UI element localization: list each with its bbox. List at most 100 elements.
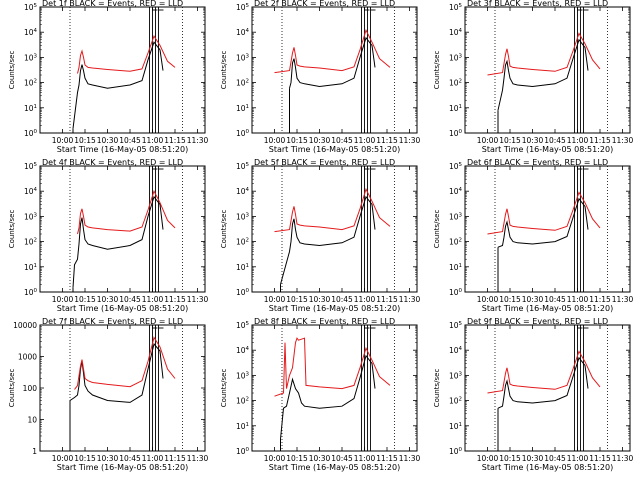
x-tick-label: 10:45 [119, 454, 141, 463]
plot-frame [464, 6, 631, 134]
plot-frame [251, 6, 418, 134]
y-tick-label: 101 [24, 263, 37, 272]
x-tick-label: 10:00 [52, 295, 74, 304]
x-tick-label: 10:45 [119, 136, 141, 145]
y-tick-label: 102 [236, 238, 249, 247]
y-tick-label: 1 [32, 447, 37, 456]
x-tick-label: 11:00 [354, 295, 376, 304]
panel-title: Det 9f BLACK = Events, RED = LLD [467, 317, 608, 326]
x-axis-label: Start Time (16-May-05 08:51:20) [482, 145, 613, 154]
y-tick-label: 101 [236, 104, 249, 113]
y-tick-label: 102 [24, 238, 37, 247]
lld-series-line [487, 32, 601, 76]
y-tick-label: 103 [236, 212, 250, 221]
x-axis-label: Start Time (16-May-05 08:51:20) [57, 145, 188, 154]
x-tick-label: 10:00 [264, 136, 286, 145]
panel-title: Det 1f BLACK = Events, RED = LLD [42, 0, 183, 8]
y-tick-label: 105 [24, 3, 38, 12]
x-tick-label: 10:30 [309, 295, 331, 304]
y-tick-label: 103 [24, 53, 38, 62]
events-series-line [69, 342, 164, 403]
x-tick-label: 11:30 [612, 136, 634, 145]
y-tick-label: 100 [24, 288, 38, 297]
x-tick-label: 11:00 [567, 454, 589, 463]
plot-frame [39, 6, 206, 134]
y-tick-label: 103 [449, 371, 463, 380]
y-tick-label: 105 [449, 162, 463, 171]
y-tick-label: 103 [449, 53, 463, 62]
panel-title: Det 8f BLACK = Events, RED = LLD [254, 317, 395, 326]
x-axis-label: Start Time (16-May-05 08:51:20) [57, 463, 188, 472]
x-tick-label: 10:00 [52, 454, 74, 463]
x-axis-label: Start Time (16-May-05 08:51:20) [269, 463, 400, 472]
y-tick-label: 105 [449, 321, 463, 330]
x-tick-label: 11:15 [376, 136, 398, 145]
y-axis-label: Counts/sec [433, 210, 441, 249]
y-tick-label: 10 [27, 416, 37, 425]
x-tick-label: 10:45 [544, 454, 566, 463]
x-tick-label: 11:30 [399, 295, 421, 304]
lld-series-line [274, 187, 391, 233]
y-tick-label: 104 [449, 28, 463, 37]
y-tick-label: 101 [236, 422, 249, 431]
y-tick-label: 102 [24, 79, 37, 88]
y-tick-label: 101 [24, 104, 37, 113]
y-tick-label: 105 [236, 162, 250, 171]
y-tick-label: 10000 [13, 321, 37, 330]
x-tick-label: 10:00 [264, 454, 286, 463]
events-series-line [497, 197, 589, 248]
y-tick-label: 104 [236, 187, 250, 196]
x-tick-label: 11:15 [589, 136, 611, 145]
x-tick-label: 11:30 [612, 454, 634, 463]
x-tick-label: 10:00 [264, 295, 286, 304]
x-tick-label: 10:00 [477, 454, 499, 463]
x-tick-label: 11:15 [164, 454, 186, 463]
events-series-line [280, 354, 376, 440]
events-series-line [72, 41, 164, 129]
y-tick-label: 104 [236, 346, 250, 355]
y-tick-label: 103 [449, 212, 463, 221]
y-tick-label: 100 [449, 288, 463, 297]
events-series-line [280, 195, 376, 285]
x-tick-label: 11:15 [589, 295, 611, 304]
panel-title: Det 3f BLACK = Events, RED = LLD [467, 0, 608, 8]
x-tick-label: 11:00 [354, 136, 376, 145]
y-tick-label: 102 [449, 238, 462, 247]
x-tick-label: 10:45 [544, 136, 566, 145]
y-tick-label: 100 [236, 447, 250, 456]
y-tick-label: 105 [236, 321, 250, 330]
x-tick-label: 11:00 [142, 136, 164, 145]
plot-frame [39, 165, 206, 293]
x-tick-label: 10:45 [331, 136, 353, 145]
y-axis-label: Counts/sec [433, 369, 441, 408]
x-tick-label: 10:30 [309, 454, 331, 463]
x-tick-label: 11:00 [142, 454, 164, 463]
plot-frame [251, 324, 418, 452]
y-tick-label: 100 [449, 447, 463, 456]
x-tick-label: 10:15 [499, 136, 521, 145]
x-tick-label: 11:15 [589, 454, 611, 463]
y-tick-label: 102 [236, 79, 249, 88]
plot-frame [464, 165, 631, 293]
x-tick-label: 10:00 [477, 136, 499, 145]
y-axis-label: Counts/sec [433, 51, 441, 90]
x-tick-label: 11:15 [164, 136, 186, 145]
x-tick-label: 11:00 [354, 454, 376, 463]
y-tick-label: 105 [24, 162, 38, 171]
y-tick-label: 105 [449, 3, 463, 12]
y-tick-label: 104 [449, 346, 463, 355]
lld-series-line [274, 28, 391, 74]
detector-panel-7: 1 10 100 1000 10000 10:00 10:15 10:30 10:45 11:00… [8, 317, 209, 472]
x-tick-label: 10:15 [286, 295, 308, 304]
y-tick-label: 103 [236, 371, 250, 380]
x-tick-label: 10:15 [499, 454, 521, 463]
x-tick-label: 11:30 [399, 136, 421, 145]
x-tick-label: 11:00 [142, 295, 164, 304]
x-tick-label: 10:30 [522, 454, 544, 463]
y-tick-label: 102 [449, 79, 462, 88]
